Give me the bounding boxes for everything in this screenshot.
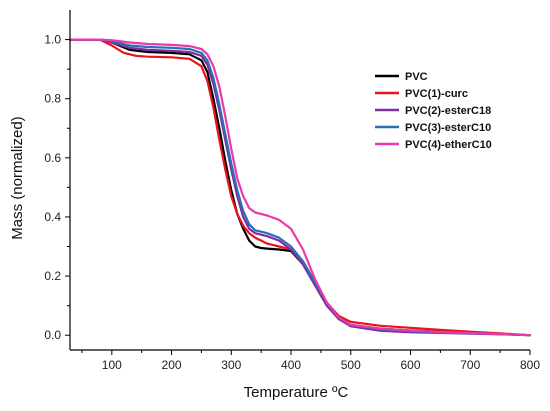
y-tick-label: 0.6: [44, 151, 61, 165]
legend-label: PVC(1)-curc: [405, 88, 468, 100]
x-tick-label: 800: [520, 358, 540, 372]
legend-label: PVC(4)-etherC10: [405, 139, 492, 151]
x-tick-label: 700: [460, 358, 480, 372]
legend-label: PVC(3)-esterC10: [405, 122, 491, 134]
y-tick-label: 0.8: [44, 92, 61, 106]
series-line-5: [68, 38, 532, 337]
y-tick-label: 0.4: [44, 210, 61, 224]
y-tick-label: 0.0: [44, 328, 61, 342]
x-tick-label: 200: [162, 358, 182, 372]
x-tick-label: 100: [102, 358, 122, 372]
series-line-2: [68, 38, 532, 337]
y-axis: 0.0 0.2 0.4 0.6 0.8 1.0: [44, 10, 71, 350]
series-layer: [68, 38, 532, 337]
x-tick-label: 600: [401, 358, 421, 372]
series-line-3: [68, 38, 532, 337]
legend: PVC PVC(1)-curc PVC(2)-esterC18 PVC(3)-este…: [375, 71, 492, 151]
y-tick-label: 0.2: [44, 269, 61, 283]
x-tick-label: 500: [341, 358, 361, 372]
series-line-1: [68, 38, 532, 337]
y-axis-title: Mass (normalized): [9, 116, 26, 239]
x-axis: 100 200 300 400 500 600 700 800: [70, 349, 540, 372]
legend-label: PVC(2)-esterC18: [405, 105, 491, 117]
x-tick-label: 300: [221, 358, 241, 372]
series-line-4: [68, 38, 532, 337]
x-axis-title: Temperature ºC: [244, 384, 349, 401]
legend-label: PVC: [405, 71, 428, 83]
x-tick-label: 400: [281, 358, 301, 372]
y-tick-label: 1.0: [44, 33, 61, 47]
